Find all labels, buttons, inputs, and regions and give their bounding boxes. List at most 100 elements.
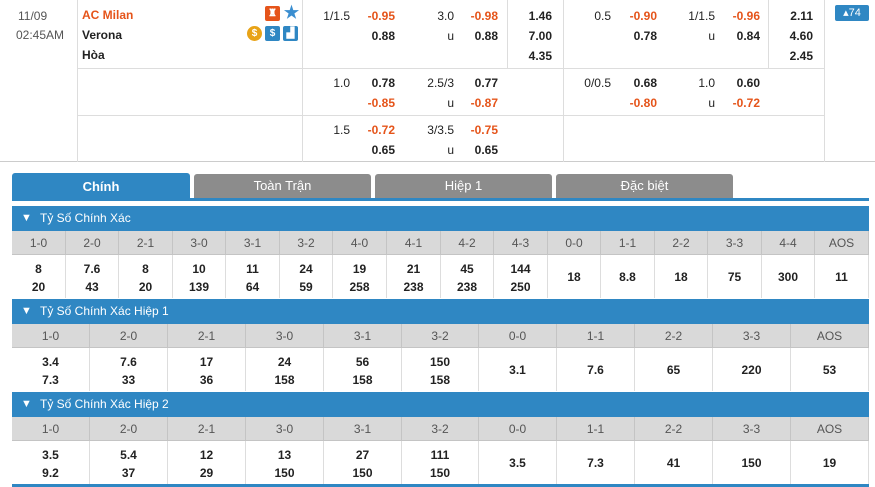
score-odds-value[interactable]: 150	[429, 355, 451, 369]
score-odds-value[interactable]: 64	[245, 280, 260, 294]
score-odds-value[interactable]: 20	[31, 280, 46, 294]
score-odds-value[interactable]: 258	[349, 280, 370, 294]
score-odds-cell[interactable]: 3.1	[479, 348, 557, 391]
score-odds-cell[interactable]: 17 36	[168, 348, 246, 391]
h1-ah-away-odds[interactable]: -0.80	[629, 96, 657, 110]
score-odds-cell[interactable]: 5.4 37	[90, 441, 168, 484]
score-odds-value[interactable]: 158	[274, 373, 295, 387]
score-odds-value[interactable]: 3.4	[42, 355, 59, 369]
ou-over-odds[interactable]: 0.77	[474, 76, 498, 90]
score-odds-value[interactable]: 150	[741, 456, 762, 470]
score-odds-value[interactable]: 20	[138, 280, 153, 294]
score-odds-value[interactable]: 238	[403, 280, 424, 294]
score-odds-value[interactable]: 3.1	[509, 363, 526, 377]
score-odds-value[interactable]: 12	[199, 448, 214, 462]
score-odds-cell[interactable]: 10 139	[173, 255, 226, 298]
score-odds-cell[interactable]: 8 20	[12, 255, 66, 298]
score-odds-cell[interactable]: 41	[635, 441, 713, 484]
score-odds-value[interactable]: 21	[406, 262, 421, 276]
score-odds-value[interactable]: 238	[456, 280, 478, 294]
ah-away-odds[interactable]: 0.88	[371, 29, 395, 43]
score-odds-cell[interactable]: 3.5	[479, 441, 557, 484]
h1-ah-home-odds[interactable]: -0.90	[629, 9, 657, 23]
x12-draw[interactable]: 4.35	[528, 49, 552, 63]
ah-away-odds[interactable]: 0.65	[371, 143, 395, 157]
score-odds-value[interactable]: 150	[429, 466, 451, 480]
score-odds-value[interactable]: 3.5	[42, 448, 59, 462]
x12-away[interactable]: 7.00	[528, 29, 552, 43]
score-odds-cell[interactable]: 150 158	[402, 348, 479, 391]
star-icon[interactable]: ★	[283, 3, 300, 22]
stats-icon[interactable]: ▟	[283, 26, 298, 41]
h1-x12-draw[interactable]: 2.45	[789, 49, 813, 63]
ah-home-odds[interactable]: 0.78	[371, 76, 395, 90]
score-odds-cell[interactable]: 24 158	[246, 348, 324, 391]
section-header[interactable]: ▼ Tỷ Số Chính Xác	[12, 206, 869, 231]
h1-ah-away-odds[interactable]: 0.78	[633, 29, 657, 43]
score-odds-value[interactable]: 10	[192, 262, 206, 276]
score-odds-value[interactable]: 139	[188, 280, 210, 294]
ou-over-odds[interactable]: -0.98	[470, 9, 498, 23]
score-odds-value[interactable]: 9.2	[42, 466, 59, 480]
jersey-icon[interactable]: ♜	[265, 6, 280, 21]
score-odds-cell[interactable]: 18	[655, 255, 708, 298]
section-header[interactable]: ▼ Tỷ Số Chính Xác Hiệp 2	[12, 392, 869, 417]
chevron-down-icon[interactable]: ▼	[21, 398, 32, 410]
score-odds-value[interactable]: 75	[727, 270, 742, 284]
score-odds-cell[interactable]: 11	[815, 255, 869, 298]
score-odds-value[interactable]: 7.3	[42, 373, 59, 387]
score-odds-cell[interactable]: 19 258	[333, 255, 387, 298]
h1-ou-under-odds[interactable]: 0.84	[736, 29, 760, 43]
score-odds-cell[interactable]: 8.8	[601, 255, 655, 298]
tab-special[interactable]: Đặc biệt	[556, 174, 733, 198]
score-odds-cell[interactable]: 7.3	[557, 441, 635, 484]
score-odds-cell[interactable]: 3.4 7.3	[12, 348, 90, 391]
score-odds-cell[interactable]: 65	[635, 348, 713, 391]
score-odds-value[interactable]: 7.6	[587, 363, 604, 377]
score-odds-value[interactable]: 3.5	[509, 456, 526, 470]
h1-ah-home-odds[interactable]: 0.68	[633, 76, 657, 90]
tab-full-match[interactable]: Toàn Trận	[194, 174, 371, 198]
score-odds-value[interactable]: 220	[741, 363, 762, 377]
score-odds-value[interactable]: 56	[355, 355, 370, 369]
score-odds-value[interactable]: 7.6	[83, 262, 101, 276]
score-odds-value[interactable]: 7.3	[587, 456, 604, 470]
score-odds-value[interactable]: 36	[199, 373, 214, 387]
score-odds-value[interactable]: 11	[246, 262, 259, 276]
score-odds-value[interactable]: 41	[666, 456, 681, 470]
h1-ou-under-odds[interactable]: -0.72	[732, 96, 760, 110]
x12-home[interactable]: 1.46	[528, 9, 552, 23]
score-odds-value[interactable]: 250	[510, 280, 531, 294]
score-odds-value[interactable]: 19	[822, 456, 837, 470]
score-odds-value[interactable]: 111	[430, 448, 450, 462]
score-odds-cell[interactable]: 220	[713, 348, 791, 391]
score-odds-cell[interactable]: 45 238	[441, 255, 494, 298]
score-odds-cell[interactable]: 24 59	[280, 255, 333, 298]
score-odds-value[interactable]: 29	[199, 466, 214, 480]
score-odds-value[interactable]: 45	[460, 262, 474, 276]
chevron-down-icon[interactable]: ▼	[21, 212, 32, 224]
score-odds-value[interactable]: 300	[777, 270, 799, 284]
h1-ou-over-odds[interactable]: 0.60	[736, 76, 760, 90]
score-odds-cell[interactable]: 111 150	[402, 441, 479, 484]
score-odds-value[interactable]: 158	[352, 373, 373, 387]
score-odds-cell[interactable]: 7.6 43	[66, 255, 119, 298]
score-odds-value[interactable]: 17	[199, 355, 214, 369]
h1-ou-over-odds[interactable]: -0.96	[732, 9, 760, 23]
score-odds-cell[interactable]: 75	[708, 255, 762, 298]
score-odds-cell[interactable]: 13 150	[246, 441, 324, 484]
score-odds-cell[interactable]: 56 158	[324, 348, 402, 391]
ah-home-odds[interactable]: -0.72	[367, 123, 395, 137]
tab-main[interactable]: Chính	[12, 173, 190, 200]
score-odds-cell[interactable]: 18	[548, 255, 601, 298]
coin-icon[interactable]: $	[247, 26, 262, 41]
score-odds-value[interactable]: 27	[355, 448, 370, 462]
score-odds-cell[interactable]: 53	[791, 348, 869, 391]
away-team[interactable]: Verona	[82, 28, 123, 42]
score-odds-cell[interactable]: 3.5 9.2	[12, 441, 90, 484]
score-odds-value[interactable]: 150	[274, 466, 295, 480]
score-odds-value[interactable]: 24	[299, 262, 313, 276]
section-header[interactable]: ▼ Tỷ Số Chính Xác Hiệp 1	[12, 299, 869, 324]
tab-first-half[interactable]: Hiệp 1	[375, 174, 552, 198]
h1-x12-away[interactable]: 4.60	[789, 29, 813, 43]
